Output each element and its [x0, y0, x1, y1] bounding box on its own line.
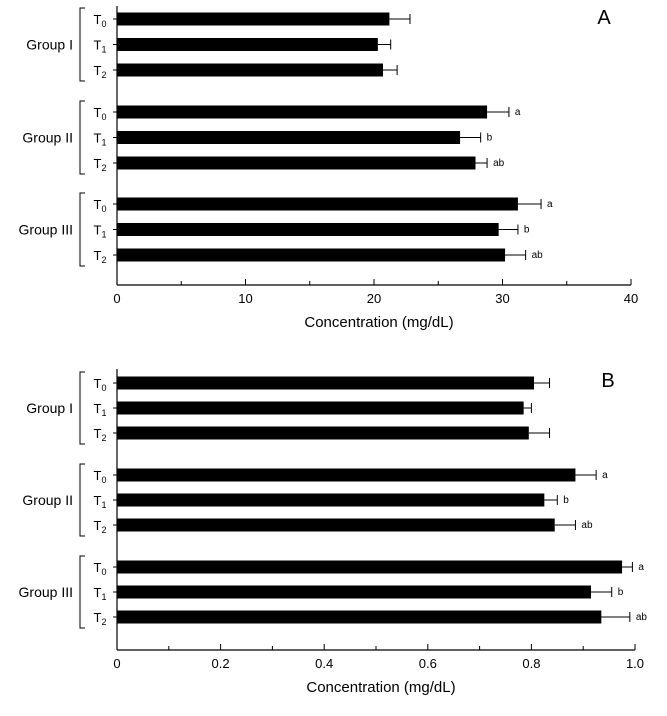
group-label: Group III — [19, 584, 73, 600]
x-tick-label: 0.4 — [315, 656, 333, 671]
time-label: T2 — [94, 426, 107, 443]
x-tick-label: 0.8 — [522, 656, 540, 671]
time-label: T2 — [94, 248, 107, 265]
x-tick-label: 0 — [113, 291, 120, 306]
time-label: T1 — [94, 585, 107, 602]
significance-label: ab — [581, 520, 593, 531]
time-label: T1 — [94, 223, 107, 240]
bar — [117, 12, 390, 26]
time-label: T2 — [94, 518, 107, 535]
bar — [117, 376, 534, 390]
bar — [117, 560, 623, 574]
significance-label: b — [524, 225, 530, 236]
bar — [117, 105, 488, 119]
group-label: Group III — [19, 222, 73, 238]
x-axis-label: Concentration (mg/dL) — [306, 679, 455, 696]
time-label: T1 — [94, 493, 107, 510]
significance-label: a — [547, 199, 553, 210]
bar — [117, 468, 576, 482]
time-label: T0 — [94, 105, 107, 122]
x-tick-label: 0.6 — [419, 656, 437, 671]
x-tick-label: 1.0 — [626, 656, 644, 671]
time-label: T2 — [94, 156, 107, 173]
bar — [117, 38, 378, 51]
time-label: T0 — [94, 376, 107, 393]
group-bracket — [79, 7, 85, 82]
bar — [117, 426, 529, 440]
panel-label: A — [597, 7, 611, 29]
bar — [117, 156, 476, 170]
panel-label: B — [601, 370, 614, 392]
chart-panel-2: B 0 0.2 0.4 0.6 0.8 1.0 Concentration (mg/dL) Gr… — [19, 369, 648, 696]
x-tick-label: 20 — [367, 291, 381, 306]
time-label: T0 — [94, 560, 107, 577]
group-label: Group II — [22, 492, 73, 508]
group-bracket — [79, 371, 85, 445]
group-bracket — [79, 463, 85, 537]
significance-label: a — [602, 470, 608, 481]
significance-label: ab — [493, 158, 505, 169]
time-label: T0 — [94, 468, 107, 485]
significance-label: a — [515, 107, 521, 118]
bar — [117, 248, 506, 262]
x-tick-label: 0 — [113, 656, 120, 671]
time-label: T1 — [94, 401, 107, 418]
group-bracket — [79, 192, 85, 267]
time-label: T2 — [94, 610, 107, 627]
bar — [117, 610, 602, 624]
bar — [117, 63, 383, 77]
x-tick-label: 30 — [495, 291, 509, 306]
time-label: T0 — [94, 197, 107, 214]
group-label: Group I — [26, 37, 73, 53]
bar — [117, 585, 591, 599]
time-label: T1 — [94, 38, 107, 55]
bar — [117, 518, 555, 532]
significance-label: a — [638, 562, 644, 573]
significance-label: ab — [636, 612, 648, 623]
time-label: T0 — [94, 12, 107, 29]
significance-label: b — [487, 133, 493, 144]
x-tick-label: 10 — [238, 291, 252, 306]
x-tick-label: 0.2 — [212, 656, 230, 671]
group-label: Group II — [22, 130, 73, 146]
significance-label: b — [618, 587, 624, 598]
bar — [117, 401, 524, 415]
time-label: T1 — [94, 131, 107, 148]
group-bracket — [79, 555, 85, 629]
significance-label: b — [563, 495, 569, 506]
bar — [117, 131, 461, 144]
significance-label: ab — [532, 250, 544, 261]
chart-panel-1: A 0 10 20 30 40 Concentration (mg/dL) Group I T0… — [19, 6, 638, 331]
bar — [117, 493, 545, 507]
bar — [117, 197, 518, 211]
bar — [117, 223, 499, 236]
x-axis-label: Concentration (mg/dL) — [304, 314, 453, 331]
group-bracket — [79, 100, 85, 175]
x-tick-label: 40 — [624, 291, 638, 306]
group-label: Group I — [26, 400, 73, 416]
time-label: T2 — [94, 63, 107, 80]
